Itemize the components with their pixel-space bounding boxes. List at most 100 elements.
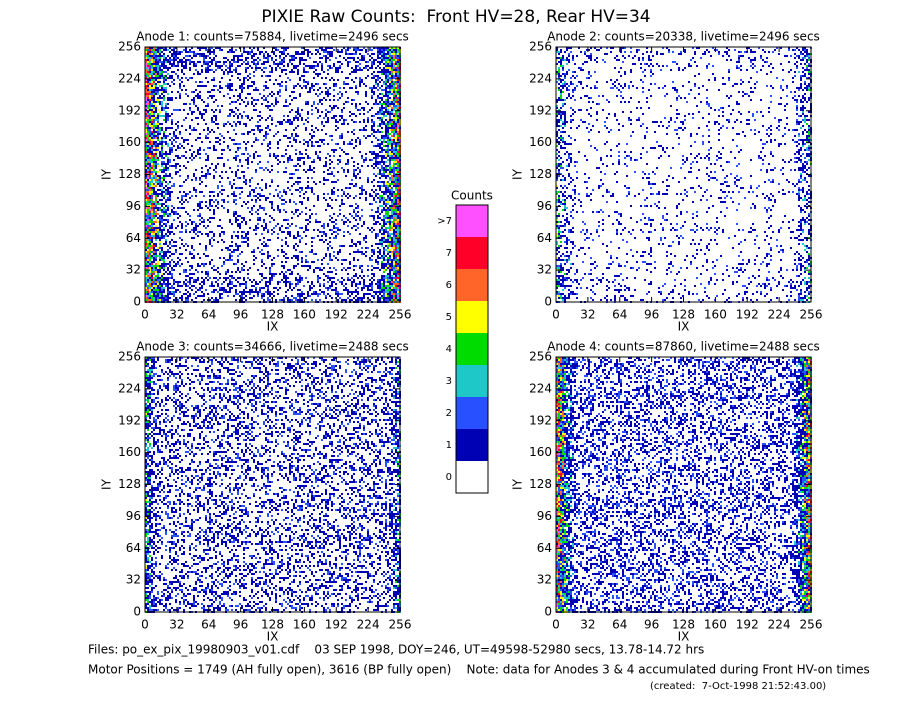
x-tick-label: 96 [644, 308, 659, 322]
x-tick-label: 128 [672, 308, 695, 322]
y-tick-label: 96 [126, 199, 141, 213]
colorbar-box [456, 461, 488, 493]
colorbar-tick-label: 2 [446, 408, 452, 419]
panel-title: Anode 2: counts=20338, livetime=2496 sec… [547, 30, 820, 44]
speckle [145, 357, 401, 613]
colorbar-box [456, 301, 488, 333]
heatmap-panel: Anode 4: counts=87860, livetime=2488 sec… [511, 340, 823, 644]
x-tick-label: 192 [736, 618, 759, 632]
colorbar-tick-label: 7 [446, 248, 452, 259]
y-tick-label: 64 [126, 231, 141, 245]
colorbar-tick-label: 3 [446, 376, 452, 387]
x-tick-label: 64 [201, 308, 216, 322]
y-tick-label: 0 [133, 605, 141, 619]
colorbar-tick-label: 5 [446, 312, 452, 323]
colorbar-box [456, 397, 488, 429]
y-axis-label: IY [100, 478, 114, 490]
x-tick-label: 160 [704, 618, 727, 632]
colorbar-box [456, 365, 488, 397]
y-tick-label: 128 [118, 477, 141, 491]
panel-title: Anode 4: counts=87860, livetime=2488 sec… [547, 340, 820, 354]
y-tick-label: 64 [537, 541, 552, 555]
x-tick-label: 256 [800, 618, 823, 632]
x-tick-label: 0 [552, 618, 560, 632]
y-tick-label: 32 [537, 263, 552, 277]
colorbar-box [456, 205, 488, 237]
y-tick-label: 160 [118, 445, 141, 459]
x-tick-label: 192 [325, 308, 348, 322]
x-tick-label: 128 [672, 618, 695, 632]
y-axis-label: IY [511, 168, 525, 180]
y-tick-label: 224 [118, 381, 141, 395]
x-tick-label: 160 [704, 308, 727, 322]
speckle [145, 47, 401, 303]
y-tick-label: 160 [529, 135, 552, 149]
x-tick-label: 160 [293, 618, 316, 632]
y-tick-label: 64 [126, 541, 141, 555]
x-tick-label: 32 [169, 618, 184, 632]
colorbar-tick-label: 6 [446, 280, 452, 291]
x-tick-label: 128 [261, 308, 284, 322]
x-axis-label: IX [267, 320, 279, 334]
x-tick-label: 64 [201, 618, 216, 632]
x-tick-label: 32 [580, 308, 595, 322]
y-tick-label: 224 [529, 381, 552, 395]
heatmap-panel: Anode 1: counts=75884, livetime=2496 sec… [100, 30, 412, 334]
page-title: PIXIE Raw Counts: Front HV=28, Rear HV=3… [261, 7, 650, 27]
y-tick-label: 0 [544, 605, 552, 619]
x-tick-label: 128 [261, 618, 284, 632]
colorbar-box [456, 269, 488, 301]
y-tick-label: 96 [537, 509, 552, 523]
y-tick-label: 160 [529, 445, 552, 459]
y-tick-label: 64 [537, 231, 552, 245]
x-tick-label: 96 [644, 618, 659, 632]
y-tick-label: 192 [529, 413, 552, 427]
y-tick-label: 128 [529, 167, 552, 181]
colorbar-tick-label: 0 [446, 472, 452, 483]
x-tick-label: 256 [800, 308, 823, 322]
y-tick-label: 256 [529, 350, 552, 364]
y-tick-label: 32 [126, 263, 141, 277]
x-tick-label: 192 [736, 308, 759, 322]
colorbar-tick-label: 1 [446, 440, 452, 451]
y-tick-label: 160 [118, 135, 141, 149]
y-tick-label: 0 [544, 295, 552, 309]
y-tick-label: 96 [537, 199, 552, 213]
x-axis-label: IX [678, 630, 690, 644]
x-tick-label: 256 [389, 618, 412, 632]
y-tick-label: 192 [118, 413, 141, 427]
x-tick-label: 0 [141, 308, 149, 322]
y-tick-label: 32 [126, 573, 141, 587]
x-tick-label: 224 [768, 618, 791, 632]
y-tick-label: 192 [529, 103, 552, 117]
footer-created: (created: 7-Oct-1998 21:52:43.00) [650, 681, 826, 692]
colorbar-box [456, 333, 488, 365]
y-tick-label: 192 [118, 103, 141, 117]
colorbar-tick-label: 4 [446, 344, 452, 355]
y-axis-label: IY [100, 168, 114, 180]
speckle [145, 357, 401, 613]
y-tick-label: 256 [118, 40, 141, 54]
x-tick-label: 160 [293, 308, 316, 322]
colorbar-box [456, 237, 488, 269]
panel-title: Anode 1: counts=75884, livetime=2496 sec… [136, 30, 409, 44]
y-tick-label: 256 [118, 350, 141, 364]
y-tick-label: 0 [133, 295, 141, 309]
x-tick-label: 32 [169, 308, 184, 322]
x-tick-label: 224 [357, 618, 380, 632]
y-tick-label: 128 [529, 477, 552, 491]
x-axis-label: IX [678, 320, 690, 334]
heatmap-panel: Anode 2: counts=20338, livetime=2496 sec… [511, 30, 823, 334]
colorbar-box [456, 429, 488, 461]
colorbar-frame [455, 204, 489, 494]
panel-title: Anode 3: counts=34666, livetime=2488 sec… [136, 340, 409, 354]
x-tick-label: 96 [233, 308, 248, 322]
x-tick-label: 224 [357, 308, 380, 322]
speckle [556, 357, 812, 613]
x-tick-label: 0 [141, 618, 149, 632]
footer-motor: Motor Positions = 1749 (AH fully open), … [88, 663, 870, 677]
x-tick-label: 192 [325, 618, 348, 632]
y-tick-label: 224 [118, 71, 141, 85]
x-tick-label: 256 [389, 308, 412, 322]
